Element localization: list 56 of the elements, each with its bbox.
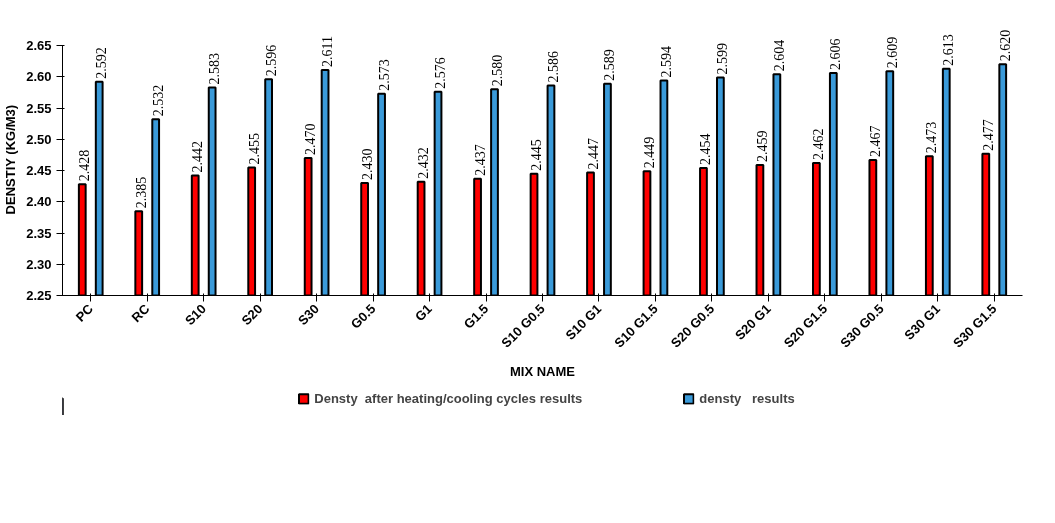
legend-label: Densty after heating/cooling cycles results xyxy=(314,390,583,406)
data-label: 2.573 xyxy=(376,59,392,91)
data-label: 2.583 xyxy=(207,52,223,85)
data-label: 2.604 xyxy=(771,39,787,72)
data-label: 2.477 xyxy=(980,119,996,151)
y-axis-title: DENSTIY (KG/M3) xyxy=(3,104,19,215)
data-label: 2.445 xyxy=(529,139,545,171)
y-tick-label: 2.40 xyxy=(26,194,52,210)
y-tick-label: 2.30 xyxy=(26,256,52,272)
data-label: 2.532 xyxy=(150,84,166,117)
legend-label: densty results xyxy=(699,390,795,406)
data-label: 2.447 xyxy=(585,137,601,170)
data-label: 2.462 xyxy=(811,128,827,160)
data-label: 2.432 xyxy=(416,147,432,179)
data-label: 2.428 xyxy=(77,149,93,182)
data-label: 2.385 xyxy=(133,176,149,209)
data-label: 2.459 xyxy=(754,130,770,162)
y-tick-label: 2.65 xyxy=(26,38,52,53)
data-label: 2.449 xyxy=(641,136,657,169)
data-label: 2.455 xyxy=(246,132,262,165)
x-tick-label: PC xyxy=(72,300,97,325)
data-label: 2.589 xyxy=(602,49,618,81)
x-tick-label: S20 G1 xyxy=(731,301,774,343)
data-label: 2.580 xyxy=(489,54,505,87)
data-label: 2.430 xyxy=(359,148,375,180)
data-label: 2.620 xyxy=(997,29,1013,62)
data-label: 2.609 xyxy=(884,36,900,69)
data-label: 2.437 xyxy=(472,144,488,176)
data-label: 2.467 xyxy=(867,125,883,157)
y-tick-label: 2.55 xyxy=(26,100,52,116)
y-tick-label: 2.25 xyxy=(26,288,52,303)
x-tick-label: RC xyxy=(128,300,153,326)
data-label: 2.606 xyxy=(828,38,844,70)
y-tick-label: 2.50 xyxy=(26,131,52,147)
x-tick-label: S30 G1 xyxy=(901,301,944,343)
x-tick-label: S20 xyxy=(238,301,266,329)
x-tick-label: S10 G1 xyxy=(562,301,605,343)
data-label: 2.454 xyxy=(698,133,714,165)
data-label: 2.576 xyxy=(433,57,449,89)
data-label: 2.611 xyxy=(320,35,336,67)
x-tick-label: G1 xyxy=(411,301,435,325)
data-label: 2.599 xyxy=(715,42,731,75)
y-tick-label: 2.45 xyxy=(26,163,52,178)
y-tick-label: 2.60 xyxy=(26,69,52,85)
data-label: 2.473 xyxy=(924,121,940,154)
data-label: 2.613 xyxy=(941,34,957,66)
data-label: 2.596 xyxy=(263,44,279,77)
y-tick-label: 2.35 xyxy=(26,225,52,241)
x-axis-title: MIX NAME xyxy=(510,363,576,379)
data-label: 2.586 xyxy=(545,51,561,83)
data-label: 2.592 xyxy=(94,47,110,79)
x-tick-label: S30 xyxy=(294,301,322,329)
data-label: 2.470 xyxy=(303,123,319,155)
x-tick-label: S10 xyxy=(182,301,209,329)
data-label: 2.442 xyxy=(190,141,206,173)
data-label: 2.594 xyxy=(658,46,674,78)
